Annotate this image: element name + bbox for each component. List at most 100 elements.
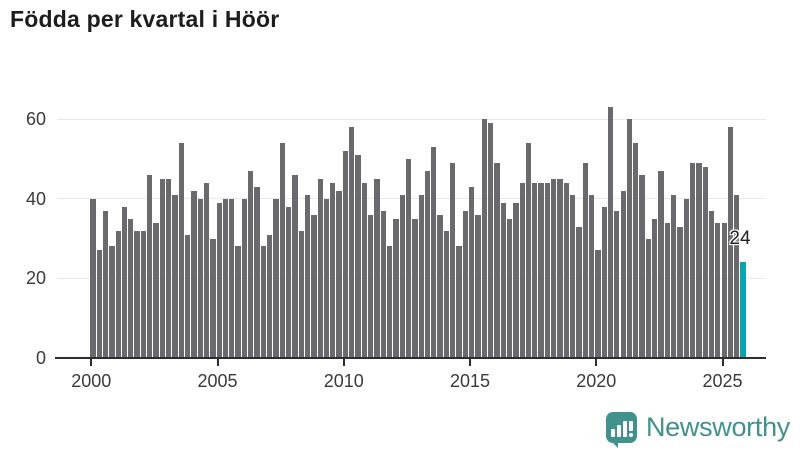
bar [292, 174, 298, 358]
x-axis-tick-label: 2000 [71, 371, 112, 391]
bar [203, 182, 210, 358]
x-axis-line [55, 357, 766, 359]
bar [323, 198, 330, 358]
bar [620, 190, 626, 358]
bar [399, 194, 405, 358]
bar [386, 246, 393, 358]
bar [519, 182, 525, 358]
x-axis-tick [216, 359, 219, 366]
bar [721, 222, 727, 358]
bar [443, 230, 450, 358]
bar [355, 154, 361, 358]
bar [570, 194, 576, 358]
bar [563, 182, 569, 358]
bar [361, 182, 367, 358]
y-axis-tick-label: 40 [25, 188, 46, 209]
bar [279, 142, 285, 358]
bar [506, 218, 513, 358]
bar [481, 119, 487, 358]
bar [494, 162, 500, 358]
bar [241, 198, 248, 358]
bar [349, 126, 355, 358]
bar [311, 214, 317, 358]
chart-title: Födda per kvartal i Höör [10, 6, 280, 32]
last-value-label: 24 [729, 228, 751, 249]
bar [645, 238, 652, 358]
bar [216, 202, 222, 358]
bar [159, 178, 166, 358]
bar-chart-icon [610, 421, 633, 437]
bar [115, 230, 121, 358]
bar [380, 210, 386, 358]
bar [128, 218, 134, 358]
exclamation-icon [628, 421, 633, 437]
bar [532, 182, 538, 358]
bar [601, 206, 607, 358]
bar [639, 174, 645, 358]
bar [197, 198, 203, 358]
bar [450, 162, 456, 358]
bar [260, 246, 267, 358]
bar [418, 194, 424, 358]
bar [475, 214, 481, 358]
x-axis-tick-label: 2010 [323, 371, 364, 391]
speech-bubble-tail-icon [608, 439, 618, 448]
bar [727, 126, 734, 358]
gridline [57, 277, 766, 279]
bar [121, 206, 128, 358]
bar [576, 226, 582, 358]
bar [304, 194, 311, 358]
bar [456, 246, 462, 358]
x-axis-tick [469, 359, 472, 366]
bar [525, 142, 532, 358]
bar [342, 150, 349, 358]
bar [317, 178, 323, 358]
newsworthy-logo[interactable]: Newsworthy [605, 412, 790, 448]
bar [134, 230, 140, 358]
bar [172, 194, 178, 358]
newsworthy-logo-icon [605, 412, 637, 448]
y-axis-tick-label: 60 [25, 109, 46, 130]
bar [285, 206, 292, 358]
x-axis-tick [90, 359, 93, 366]
bar [424, 170, 431, 358]
bar [689, 162, 696, 358]
x-axis-tick [342, 359, 345, 366]
bar [513, 202, 519, 358]
bar [229, 198, 235, 358]
bar [184, 234, 191, 358]
bar [102, 210, 109, 358]
bar [393, 218, 399, 358]
highlighted-bar [740, 262, 746, 358]
bar [614, 210, 620, 358]
bar [140, 230, 147, 358]
y-axis-tick-label: 0 [35, 348, 46, 368]
bar [557, 178, 563, 358]
bar [405, 158, 412, 358]
bar [166, 178, 172, 358]
bar [147, 174, 153, 358]
bar [487, 123, 494, 358]
bar [298, 230, 304, 358]
bar [582, 162, 588, 358]
x-axis-tick-label: 2020 [576, 371, 617, 391]
bar [671, 194, 677, 358]
bar [153, 222, 159, 358]
bar [708, 210, 715, 358]
bar [544, 182, 551, 358]
bar [702, 166, 708, 358]
bar [431, 146, 437, 358]
bar [109, 246, 115, 358]
x-axis-tick [721, 359, 724, 366]
bar [248, 170, 254, 358]
bar [734, 194, 740, 358]
bar [588, 194, 595, 358]
bar [469, 186, 475, 358]
bar [696, 162, 702, 358]
x-axis-tick-label: 2015 [449, 371, 491, 391]
bar [683, 198, 689, 358]
bar [626, 119, 633, 358]
bar [500, 202, 506, 358]
bar [595, 250, 601, 358]
